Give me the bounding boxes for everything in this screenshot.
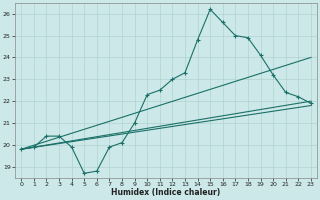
X-axis label: Humidex (Indice chaleur): Humidex (Indice chaleur) xyxy=(111,188,221,197)
